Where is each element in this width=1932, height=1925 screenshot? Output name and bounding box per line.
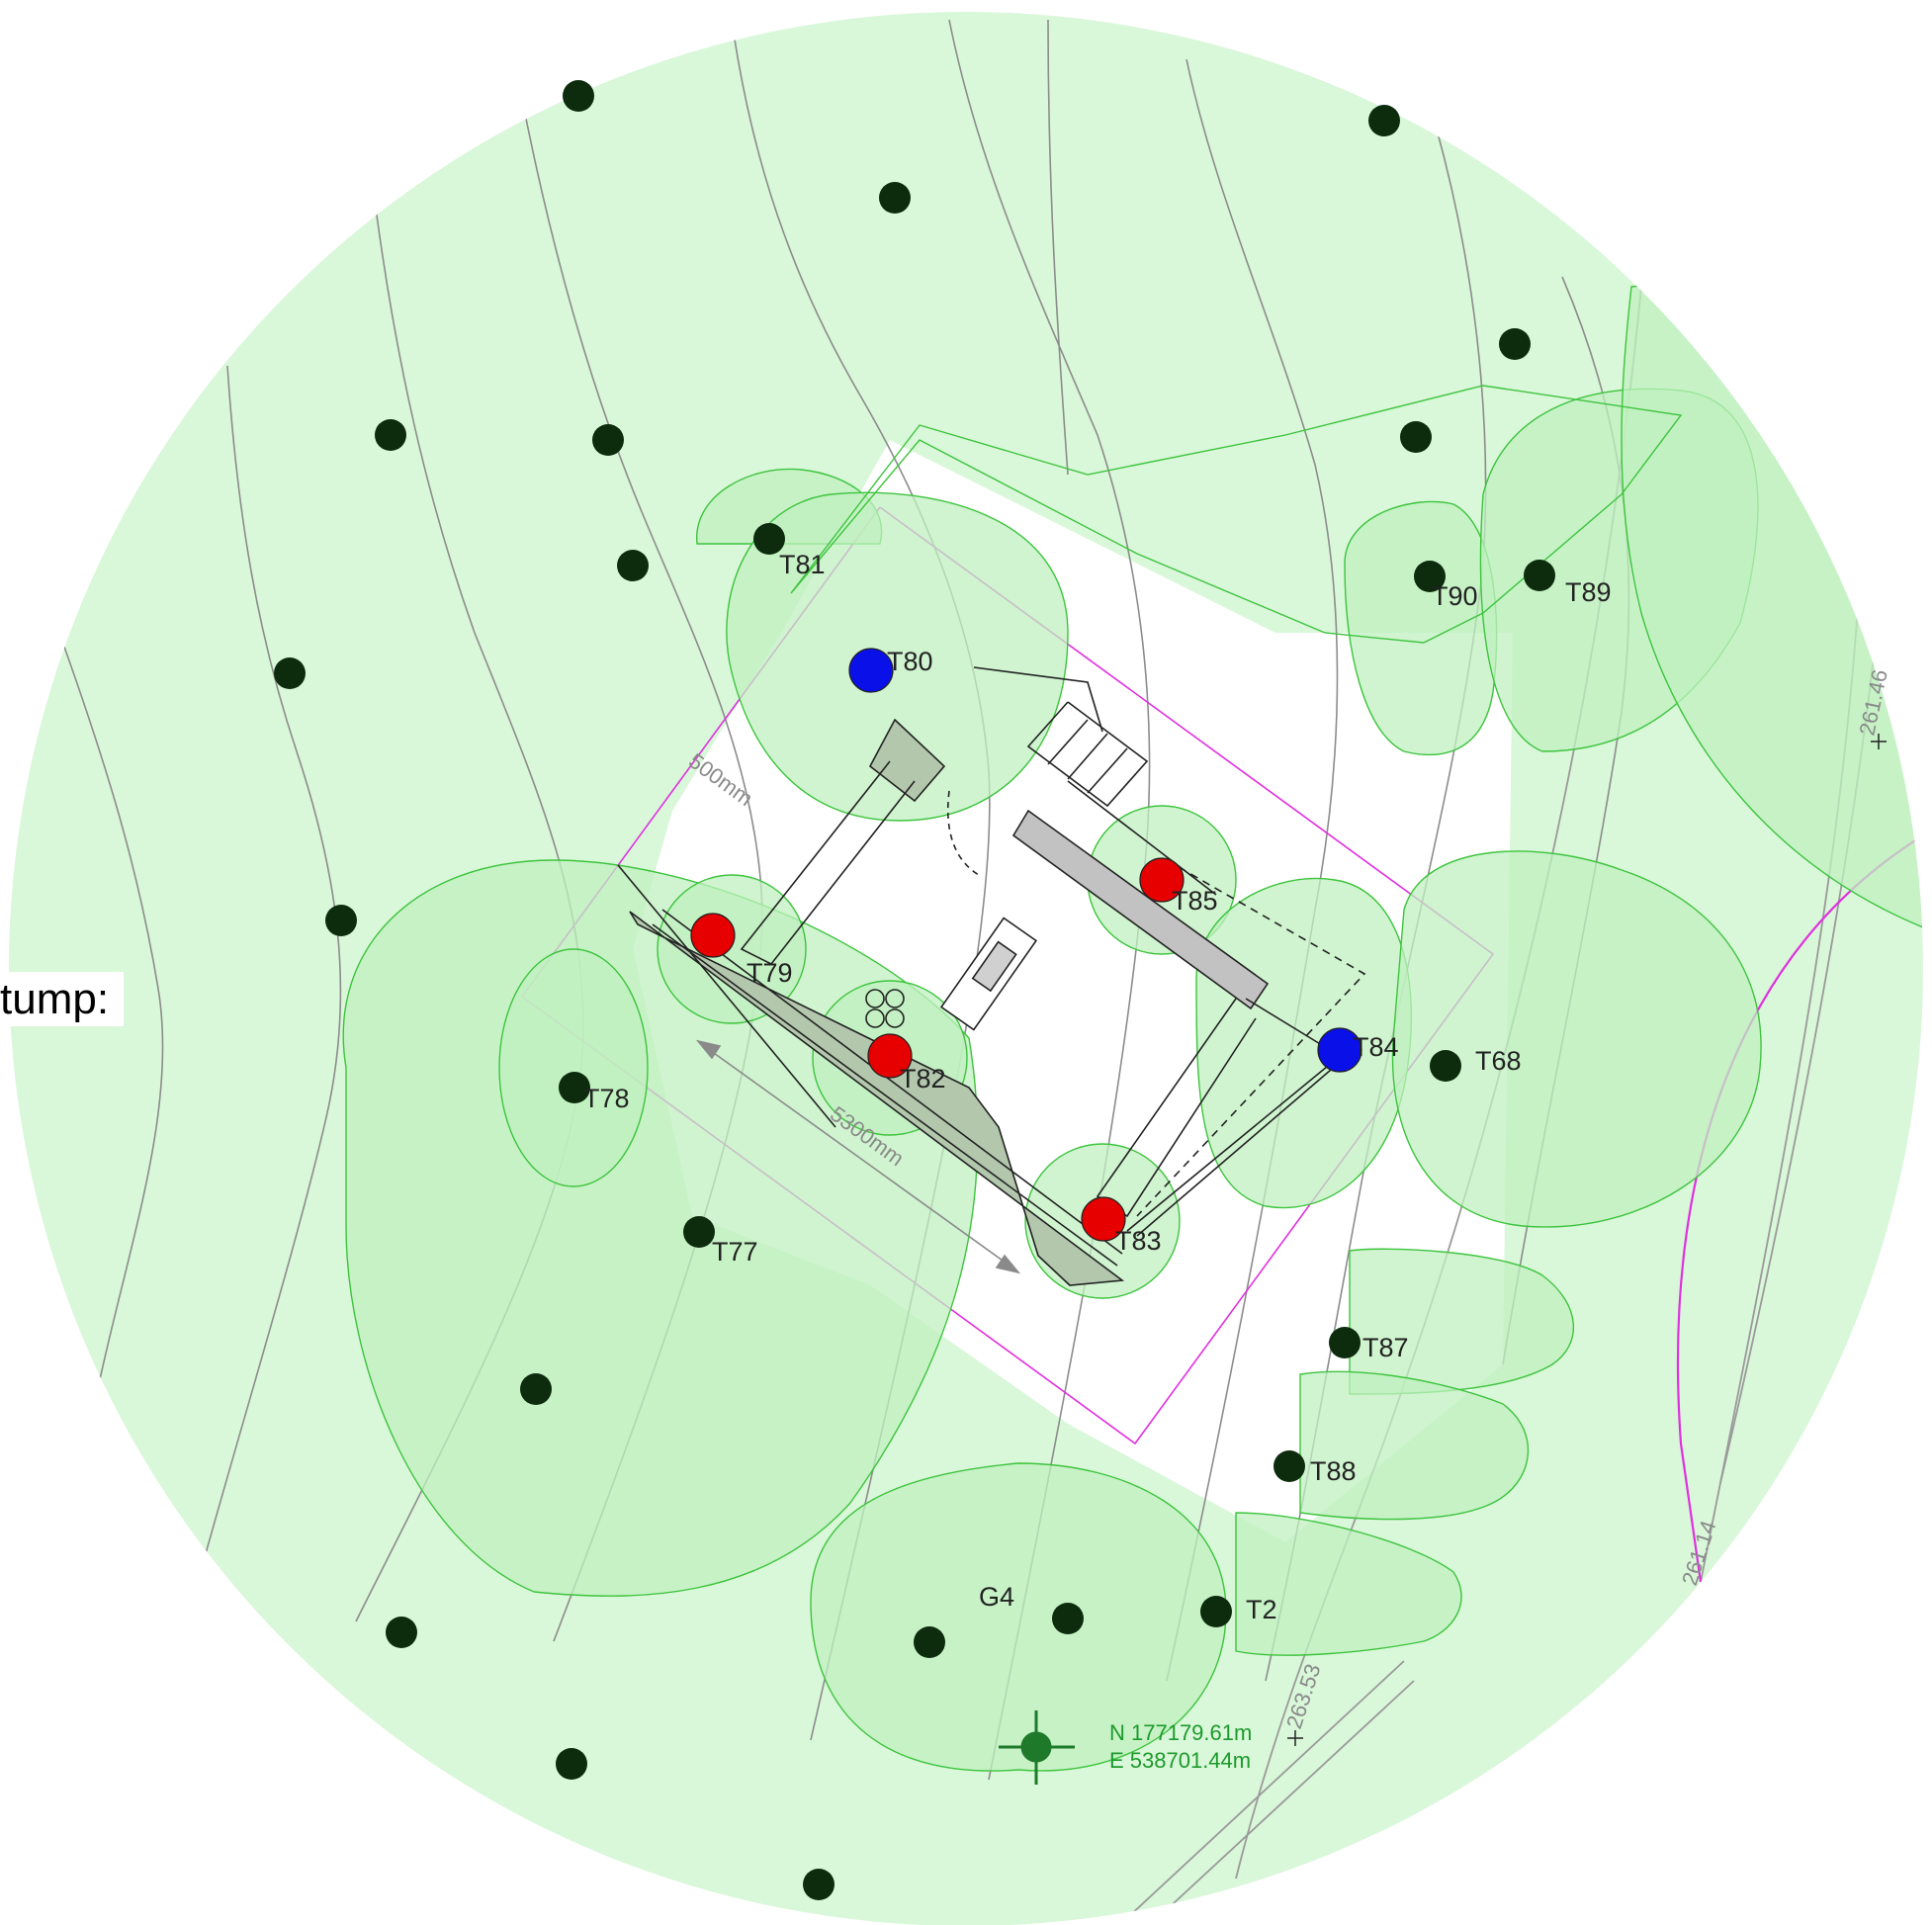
label-t68: T68 xyxy=(1475,1046,1522,1076)
trees-red xyxy=(690,857,1185,1242)
label-t80: T80 xyxy=(887,647,933,676)
label-t82: T82 xyxy=(900,1064,946,1094)
crosshair-icon xyxy=(999,1710,1075,1785)
label-t84: T84 xyxy=(1353,1032,1399,1062)
tree-t80-marker xyxy=(848,648,894,693)
tree-t85-marker xyxy=(1139,857,1185,903)
tree-labels: T81 T80 T85 T79 T82 T83 T84 T78 T77 T68 … xyxy=(583,550,1612,1624)
label-g4: G4 xyxy=(979,1582,1014,1612)
label-t77: T77 xyxy=(712,1237,758,1267)
label-t78: T78 xyxy=(583,1084,630,1113)
building-outline xyxy=(617,666,1366,1286)
dimension-line-5300 xyxy=(695,1039,1021,1274)
label-t2: T2 xyxy=(1246,1595,1277,1624)
tree-t79-marker xyxy=(690,913,736,958)
level-cross-icons xyxy=(1287,734,1887,1746)
label-t83: T83 xyxy=(1115,1226,1162,1256)
label-t88: T88 xyxy=(1310,1456,1357,1486)
label-t81: T81 xyxy=(779,550,826,579)
legend-fragment-text: tump: xyxy=(0,975,109,1023)
tree-t83-marker xyxy=(1081,1196,1126,1242)
legend-fragment-box xyxy=(0,972,124,1026)
tree-positions xyxy=(274,80,1555,1900)
label-t79: T79 xyxy=(746,958,793,988)
label-t90: T90 xyxy=(1432,581,1478,611)
label-t85: T85 xyxy=(1172,886,1218,916)
tree-t84-marker xyxy=(1317,1027,1362,1073)
tree-t82-marker xyxy=(867,1033,913,1079)
trees-blue xyxy=(848,648,1362,1073)
label-t89: T89 xyxy=(1565,577,1612,607)
survey-north: N 177179.61m xyxy=(1109,1720,1252,1745)
survey-east: E 538701.44m xyxy=(1109,1748,1251,1773)
label-t87: T87 xyxy=(1362,1333,1409,1362)
